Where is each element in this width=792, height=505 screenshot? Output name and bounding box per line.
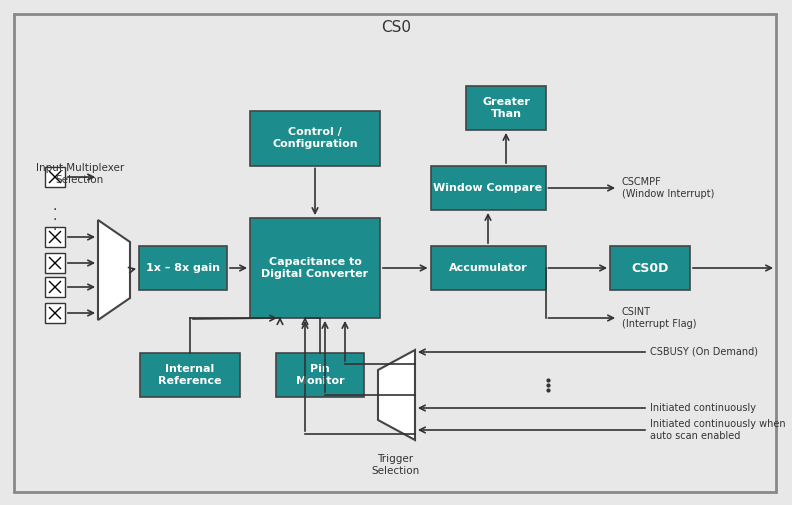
Text: Internal
Reference: Internal Reference [158,364,222,386]
Text: Initiated continuously when
auto scan enabled: Initiated continuously when auto scan en… [650,419,786,441]
Text: 1x – 8x gain: 1x – 8x gain [146,263,220,273]
Bar [610,246,690,290]
Text: ·: · [53,213,57,227]
Text: Input Multiplexer
Selection: Input Multiplexer Selection [36,164,124,185]
Bar [431,246,546,290]
Bar [139,246,227,290]
Bar [45,253,65,273]
Text: ·: · [53,203,57,217]
Text: Capacitance to
Digital Converter: Capacitance to Digital Converter [261,257,368,279]
Text: ·: · [53,223,57,237]
Text: CS0: CS0 [381,21,411,35]
Text: Initiated continuously: Initiated continuously [650,403,756,413]
Polygon shape [378,350,415,440]
Bar [466,86,546,130]
Bar [276,353,364,397]
Text: Accumulator: Accumulator [448,263,527,273]
Polygon shape [98,220,130,320]
Text: CSBUSY (On Demand): CSBUSY (On Demand) [650,347,758,357]
Bar [45,303,65,323]
Bar [45,277,65,297]
Text: Control /
Configuration: Control / Configuration [272,127,358,149]
Bar [45,167,65,187]
Bar [431,166,546,210]
Text: CSINT
(Interrupt Flag): CSINT (Interrupt Flag) [622,307,696,329]
Text: Trigger
Selection: Trigger Selection [371,454,419,476]
Text: CS0D: CS0D [631,262,668,275]
Bar [250,218,380,318]
Text: Pin
Monitor: Pin Monitor [295,364,345,386]
Bar [250,111,380,166]
Text: Greater
Than: Greater Than [482,97,530,119]
Text: CSCMPF
(Window Interrupt): CSCMPF (Window Interrupt) [622,177,714,199]
Text: Window Compare: Window Compare [433,183,543,193]
Bar [140,353,240,397]
Bar [45,227,65,247]
